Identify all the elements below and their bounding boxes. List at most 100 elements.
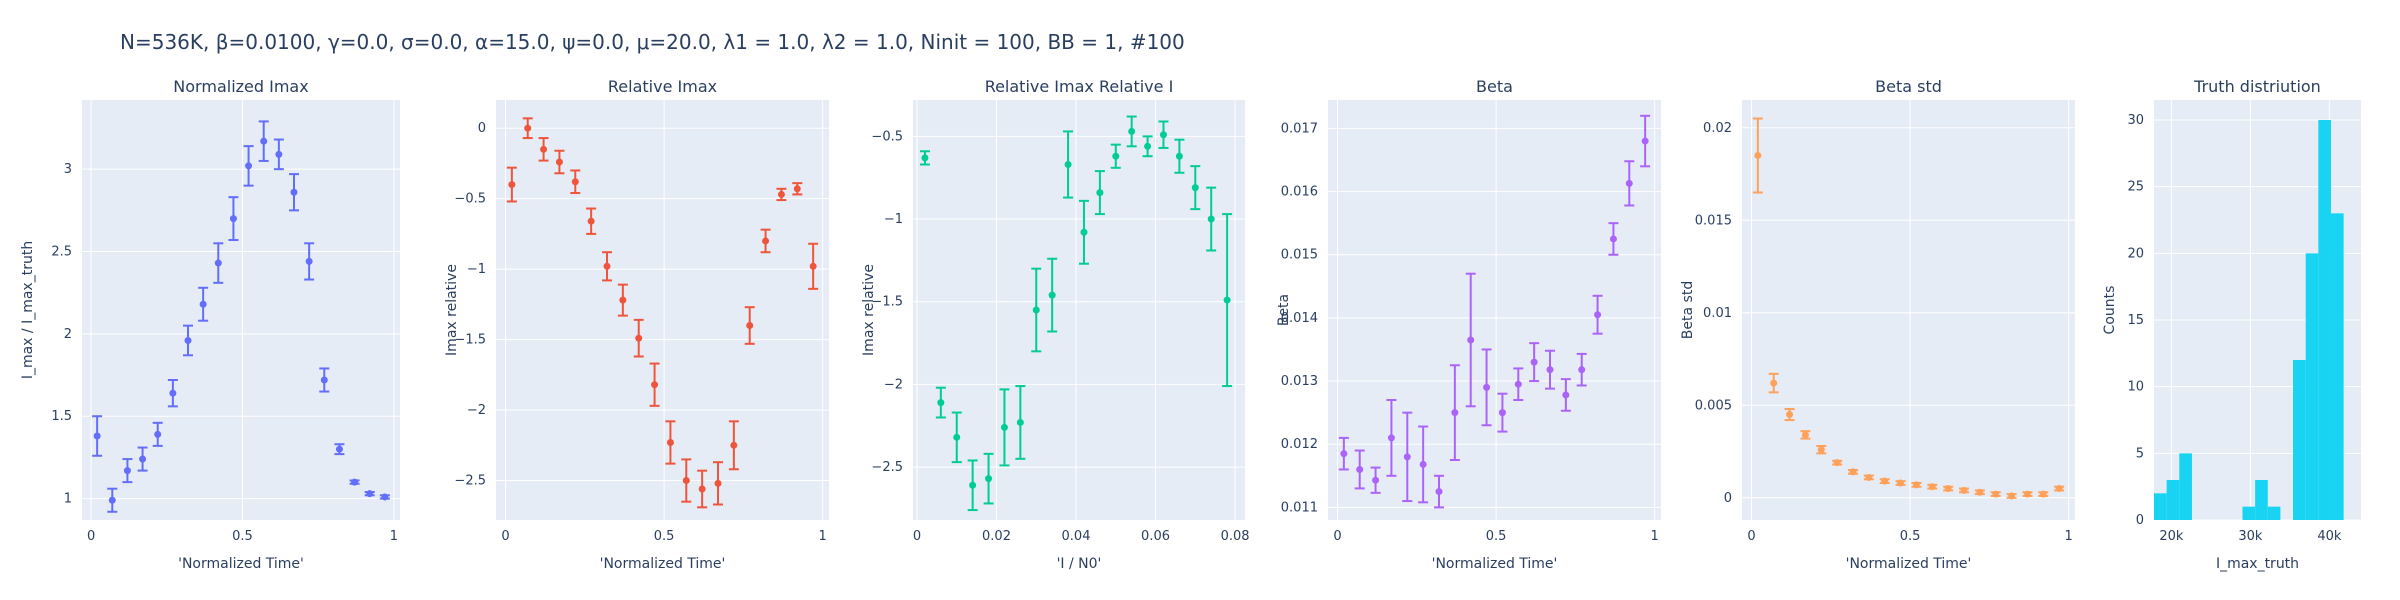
y-tick-label: 0.02 (1703, 121, 1732, 136)
y-tick-label: −2 (467, 403, 486, 418)
data-point (1768, 372, 1779, 394)
x-tick-label: 0.5 (654, 529, 675, 544)
data-point (1959, 486, 1969, 494)
chart-panel-2: 0 0.5 1 0 −0.5 −1 −1.5 −2 −2.5 Relative Imax 'Norm… (444, 77, 829, 572)
marker (1064, 160, 1072, 168)
data-point (1608, 222, 1619, 256)
marker (1096, 189, 1104, 197)
data-point (713, 461, 723, 506)
histogram-bar (2318, 120, 2331, 520)
data-point (1911, 481, 1922, 489)
marker (1944, 485, 1952, 493)
data-point (633, 318, 644, 358)
marker (985, 475, 993, 483)
x-tick-label: 1 (819, 529, 827, 544)
marker (214, 259, 222, 267)
histogram-bar (2267, 506, 2281, 520)
data-point (1640, 114, 1651, 168)
histogram-bar (2154, 493, 2167, 520)
marker (730, 441, 738, 449)
x-tick-label: 30k (2238, 529, 2263, 544)
data-point (935, 386, 946, 419)
data-point (1879, 477, 1890, 485)
data-point (137, 446, 148, 472)
y-tick-label: 0.011 (1281, 500, 1318, 515)
data-point (198, 286, 209, 322)
data-point (1094, 170, 1105, 216)
data-point (304, 242, 315, 281)
marker (619, 296, 627, 304)
data-point (1015, 385, 1026, 460)
y-tick-label: 0.016 (1281, 185, 1318, 200)
x-axis-label: 'Normalized Time' (1846, 556, 1972, 572)
x-tick-label: 0 (87, 529, 95, 544)
marker (2039, 490, 2047, 498)
data-point (1465, 272, 1476, 408)
marker (1641, 137, 1649, 145)
marker (540, 145, 548, 153)
data-point (602, 251, 612, 282)
marker (1770, 379, 1778, 387)
marker (1786, 411, 1794, 419)
marker (1159, 131, 1167, 139)
data-point (919, 150, 930, 166)
data-point (379, 493, 390, 501)
marker (1191, 184, 1199, 192)
data-point (554, 149, 565, 175)
marker (555, 158, 563, 166)
y-tick-label: 25 (2127, 180, 2144, 195)
plot-area (1328, 100, 1661, 520)
y-tick-label: 0.015 (1695, 213, 1732, 228)
y-axis-label: Beta (1276, 294, 1292, 326)
data-point (1031, 267, 1042, 353)
marker (351, 478, 359, 486)
marker (1928, 483, 1936, 491)
data-point (243, 145, 254, 187)
plot-area (1742, 100, 2075, 520)
data-point (1752, 117, 1763, 194)
data-point (538, 137, 549, 162)
marker (1897, 479, 1905, 487)
marker (1000, 423, 1008, 431)
y-tick-label: 0 (2136, 513, 2144, 528)
data-point (1513, 367, 1524, 401)
marker (290, 188, 298, 196)
y-tick-label: −2.5 (871, 460, 903, 475)
y-axis-label: Imax relative (444, 264, 460, 356)
marker (1467, 336, 1475, 344)
y-tick-label: 0.012 (1281, 437, 1318, 452)
marker (1801, 431, 1809, 439)
data-point (1545, 349, 1555, 390)
data-point (1338, 436, 1349, 471)
marker (1833, 459, 1841, 467)
y-tick-label: 30 (2127, 113, 2144, 128)
histogram-bar (2242, 506, 2256, 520)
marker (229, 215, 237, 223)
marker (1992, 490, 2000, 498)
data-point (1434, 474, 1444, 509)
data-point (1576, 352, 1587, 387)
data-point (1386, 399, 1397, 477)
y-tick-label: 15 (2127, 313, 2144, 328)
y-tick-label: −1.5 (871, 295, 903, 310)
x-tick-label: 1 (390, 529, 398, 544)
marker (1356, 465, 1364, 473)
y-tick-label: −1 (884, 212, 903, 227)
chart-panel-5: 0 0.5 1 0 0.005 0.01 0.015 0.02 Beta std 'Normali… (1680, 77, 2075, 572)
data-point (167, 379, 178, 408)
chart-title: Normalized Imax (173, 77, 308, 96)
data-point (728, 420, 739, 471)
data-point (152, 421, 163, 447)
data-point (1974, 488, 1985, 496)
marker (746, 322, 754, 330)
marker (275, 150, 283, 158)
data-point (697, 469, 708, 509)
marker (571, 178, 579, 186)
data-point (349, 478, 360, 486)
marker (1578, 366, 1586, 374)
marker (1435, 488, 1443, 496)
x-axis-label: 'Normalized Time' (178, 556, 304, 572)
histogram-bar (2330, 213, 2344, 521)
histogram-bar (2293, 360, 2306, 520)
data-point (586, 207, 597, 235)
